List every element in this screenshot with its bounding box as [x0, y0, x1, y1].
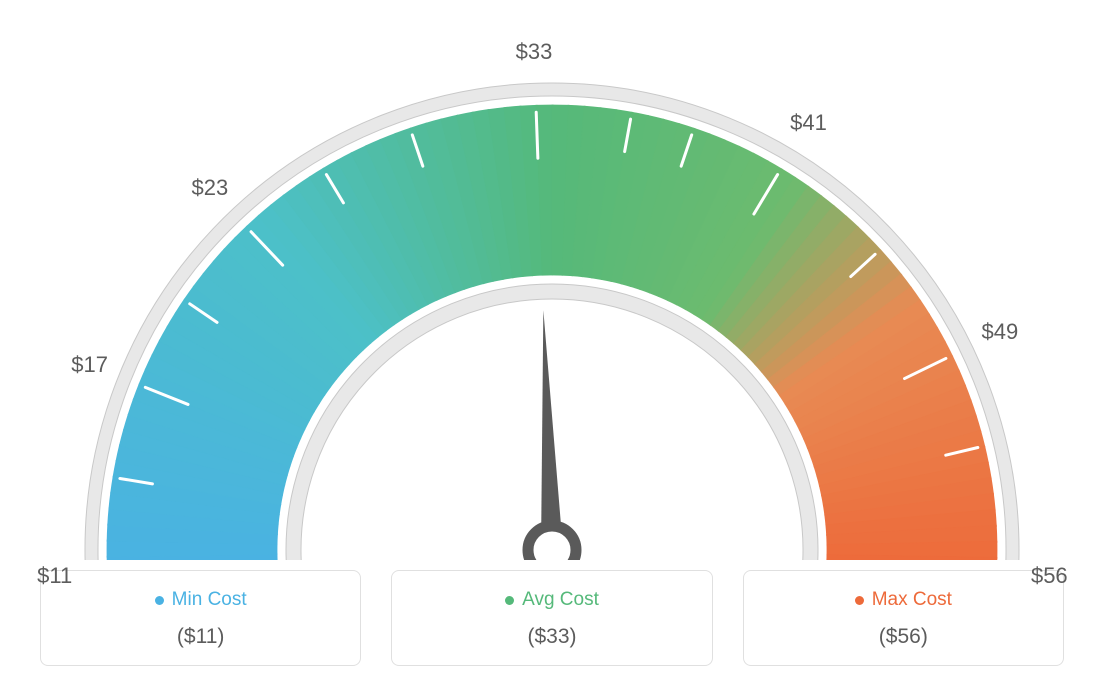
gauge-tick-label: $11: [37, 563, 72, 589]
gauge-svg: [0, 0, 1104, 560]
legend-title-avg: Avg Cost: [505, 589, 599, 611]
legend-card-min: Min Cost ($11): [40, 570, 361, 666]
legend-value-min: ($11): [51, 625, 350, 649]
legend-value-max: ($56): [754, 625, 1053, 649]
legend-label-max: Max Cost: [872, 589, 952, 611]
gauge-tick-label: $56: [1031, 563, 1068, 589]
legend-title-max: Max Cost: [855, 589, 952, 611]
gauge-tick-label: $49: [981, 319, 1018, 345]
legend-label-avg: Avg Cost: [522, 589, 599, 611]
legend-card-avg: Avg Cost ($33): [391, 570, 712, 666]
gauge-tick-label: $41: [790, 110, 827, 136]
legend-card-max: Max Cost ($56): [743, 570, 1064, 666]
legend-dot-max: [855, 596, 864, 605]
legend-value-avg: ($33): [402, 625, 701, 649]
legend-dot-min: [155, 596, 164, 605]
gauge-chart: $11$17$23$33$41$49$56: [0, 0, 1104, 560]
legend-title-min: Min Cost: [155, 589, 247, 611]
legend-row: Min Cost ($11) Avg Cost ($33) Max Cost (…: [0, 570, 1104, 666]
gauge-tick-label: $17: [71, 352, 108, 378]
legend-dot-avg: [505, 596, 514, 605]
gauge-tick-label: $23: [191, 175, 228, 201]
gauge-tick-label: $33: [516, 39, 553, 65]
legend-label-min: Min Cost: [172, 589, 247, 611]
